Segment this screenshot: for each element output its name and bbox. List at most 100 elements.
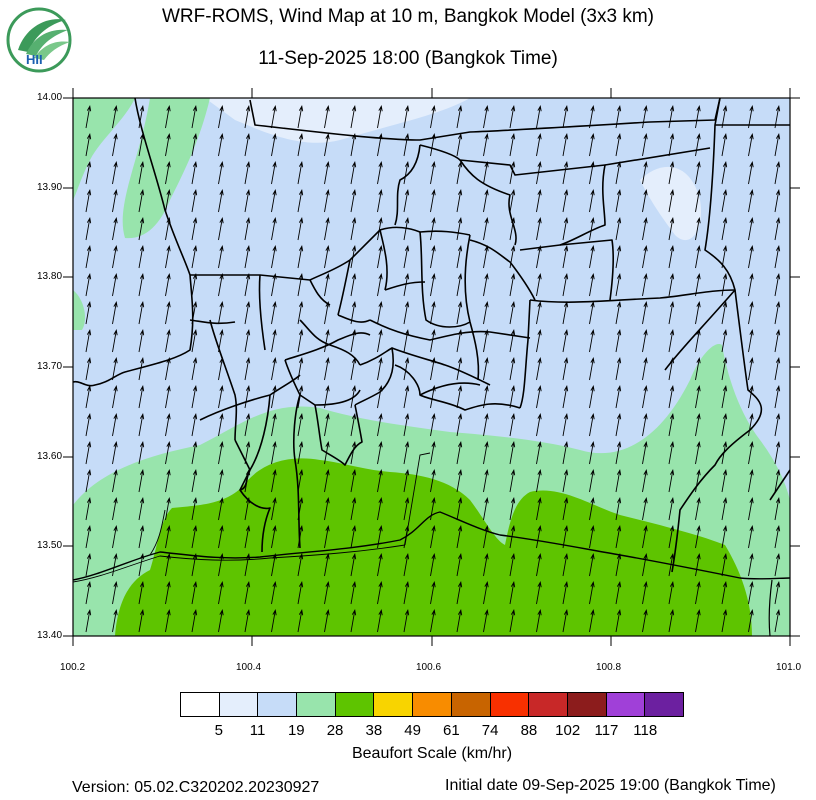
wind-arrow: [191, 133, 198, 157]
wind-arrow: [802, 638, 807, 660]
wind-arrow: [562, 469, 569, 493]
wind-arrow: [668, 217, 675, 241]
wind-arrow: [668, 441, 675, 465]
wind-arrow: [536, 301, 542, 325]
wind-arrow: [589, 217, 595, 241]
y-tick-label: 13.50: [37, 540, 63, 551]
legend-label: 74: [481, 722, 499, 739]
wind-arrow: [403, 497, 410, 521]
wind-arrow: [112, 357, 118, 381]
wind-arrow: [244, 245, 251, 269]
wind-arrow: [483, 385, 489, 409]
wind-arrow: [403, 133, 410, 157]
wind-arrow: [430, 413, 436, 437]
wind-arrow: [324, 161, 330, 185]
wind-arrow: [668, 581, 675, 605]
wind-arrow: [642, 413, 648, 437]
wind-arrow: [403, 273, 410, 297]
wind-arrow: [748, 133, 754, 157]
wind-arrow: [615, 105, 622, 129]
wind-arrow: [165, 553, 171, 577]
legend-label: 19: [287, 722, 305, 739]
wind-arrow: [589, 469, 595, 493]
wind-arrow: [377, 105, 383, 129]
wind-arrow: [668, 273, 675, 297]
wind-arrow: [695, 469, 701, 493]
wind-arrow: [802, 526, 807, 548]
wind-arrow: [403, 217, 410, 241]
wind-arrow: [244, 329, 251, 353]
wind-arrow: [350, 357, 357, 381]
wind-arrow: [668, 301, 675, 325]
wind-arrow: [483, 161, 489, 185]
legend-swatch: [258, 693, 298, 716]
wind-arrow: [218, 105, 224, 129]
legend-swatch: [606, 693, 646, 716]
wind-arrow: [642, 469, 648, 493]
wind-arrow: [430, 469, 436, 493]
wind-arrow: [536, 413, 542, 437]
wind-arrow: [562, 105, 569, 129]
wind-arrow: [191, 329, 198, 353]
wind-arrow: [509, 385, 516, 409]
wind-arrow: [642, 497, 648, 521]
wind-arrow: [297, 525, 304, 549]
wind-arrow: [774, 301, 781, 325]
wind-arrow: [615, 329, 622, 353]
wind-arrow: [721, 217, 728, 241]
wind-arrow: [721, 581, 728, 605]
wind-arrow: [562, 273, 569, 297]
wind-arrow: [403, 525, 410, 549]
x-tick-label: 100.2: [60, 662, 86, 673]
wind-arrow: [509, 469, 516, 493]
wind-arrow: [377, 497, 383, 521]
wind-arrow: [537, 638, 542, 660]
wind-arrow: [536, 133, 542, 157]
wind-arrow: [430, 553, 436, 577]
wind-arrow: [85, 133, 92, 157]
wind-arrow: [457, 638, 462, 660]
wind-arrow: [668, 497, 675, 521]
wind-arrow: [456, 385, 463, 409]
wind-arrow: [244, 189, 251, 213]
wind-arrow: [669, 638, 674, 660]
wind-arrow: [562, 581, 569, 605]
wind-arrow: [774, 525, 781, 549]
wind-arrow: [138, 301, 145, 325]
wind-arrow: [138, 245, 145, 269]
wind-arrow: [668, 553, 675, 577]
wind-arrow: [138, 385, 145, 409]
wind-arrow: [218, 581, 224, 605]
wind-arrow: [668, 357, 675, 381]
wind-arrow: [165, 581, 171, 605]
wind-arrow: [509, 273, 516, 297]
wind-arrow: [668, 133, 675, 157]
wind-arrow: [536, 245, 542, 269]
wind-arrow: [562, 525, 569, 549]
wind-arrow: [297, 217, 304, 241]
wind-arrow: [404, 638, 409, 660]
wind-arrow: [430, 609, 436, 633]
wind-arrow: [191, 161, 198, 185]
wind-arrow: [456, 609, 463, 633]
wind-arrow: [191, 441, 198, 465]
wind-arrow: [403, 329, 410, 353]
wind-arrow: [112, 301, 118, 325]
wind-arrow: [244, 581, 251, 605]
wind-arrow: [430, 385, 436, 409]
wind-arrow: [430, 357, 436, 381]
x-tick-label: 100.6: [416, 662, 442, 673]
wind-arrow: [430, 273, 436, 297]
wind-arrow: [271, 301, 277, 325]
wind-arrow: [774, 357, 781, 381]
coastline: [73, 452, 790, 636]
wind-arrow: [271, 217, 277, 241]
wind-arrow: [589, 189, 595, 213]
wind-arrow: [748, 357, 754, 381]
wind-arrow: [695, 189, 701, 213]
wind-arrow: [774, 217, 781, 241]
wind-arrow: [112, 161, 118, 185]
wind-arrow: [165, 301, 171, 325]
wind-arrow: [85, 217, 92, 241]
wind-arrow: [350, 301, 357, 325]
